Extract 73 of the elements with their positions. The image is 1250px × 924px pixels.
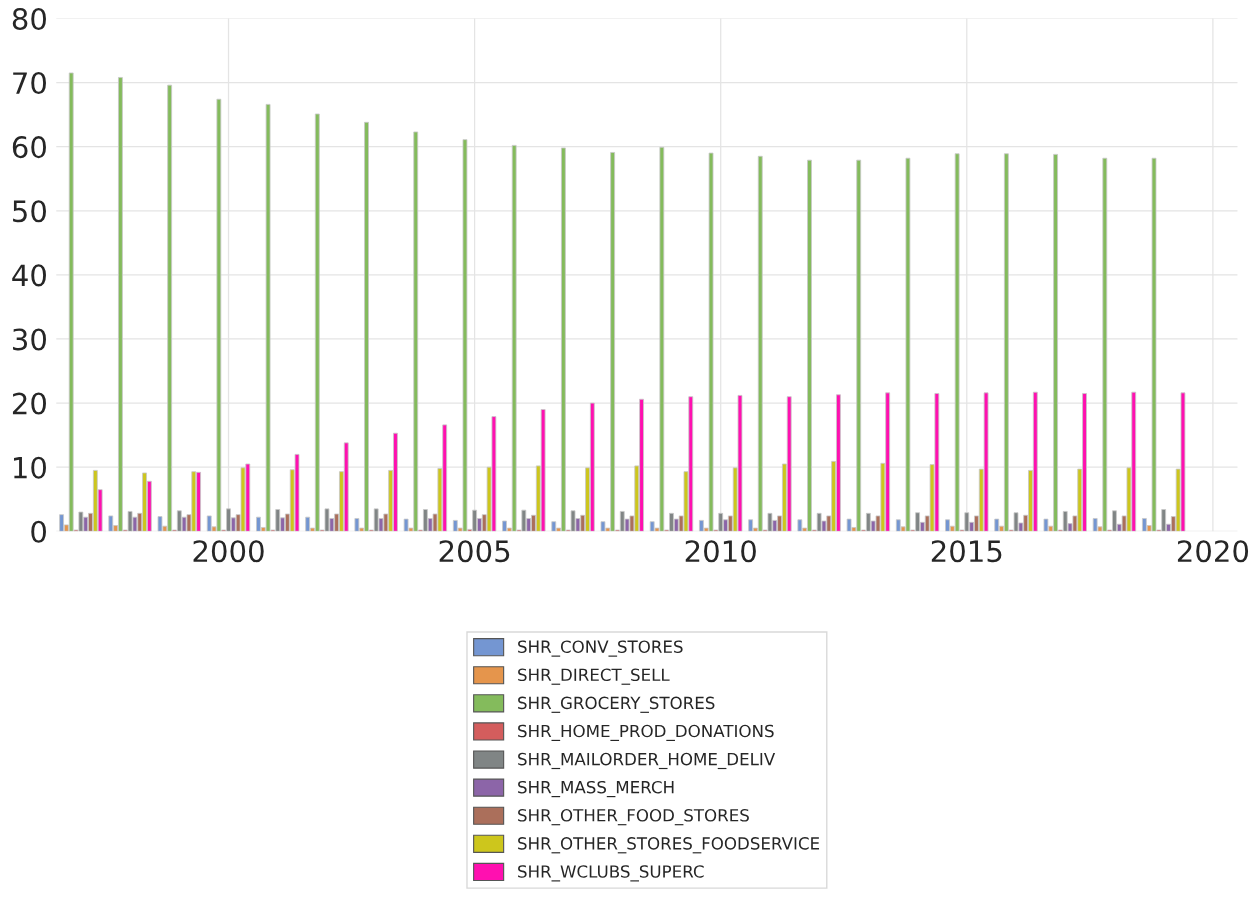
bar xyxy=(511,144,517,532)
bar xyxy=(540,409,546,532)
bar xyxy=(108,515,114,532)
bar xyxy=(570,510,576,532)
bar xyxy=(699,519,704,532)
bar xyxy=(816,512,822,532)
bar xyxy=(895,519,901,532)
y-tick-label: 0 xyxy=(31,520,46,543)
bar xyxy=(708,152,714,532)
bar xyxy=(748,519,754,532)
bar xyxy=(1062,511,1068,532)
bar xyxy=(1032,391,1038,532)
bar xyxy=(1043,518,1049,532)
bar xyxy=(343,442,349,532)
bar xyxy=(403,518,409,532)
y-tick-label: 80 xyxy=(12,7,46,30)
bar xyxy=(786,396,792,532)
y-tick-label: 40 xyxy=(12,264,46,287)
bar xyxy=(240,467,246,532)
y-tick-label: 20 xyxy=(12,392,46,415)
bar xyxy=(649,521,655,532)
bar xyxy=(737,394,743,532)
y-tick-label: 50 xyxy=(13,200,46,223)
bar xyxy=(1141,518,1147,532)
bar xyxy=(373,508,379,532)
y-tick-label: 70 xyxy=(13,72,46,95)
bar xyxy=(314,113,320,532)
legend-label: SHR_HOME_PROD_DONATIONS xyxy=(518,724,774,741)
bar xyxy=(994,518,1000,532)
bar xyxy=(157,516,163,532)
x-tick-label: 2000 xyxy=(193,540,264,563)
legend-label: SHR_OTHER_FOOD_STORES xyxy=(518,808,749,826)
bar xyxy=(1180,392,1186,532)
bar xyxy=(206,515,212,532)
bar xyxy=(452,519,458,532)
bar xyxy=(600,521,606,532)
bar xyxy=(954,153,960,532)
y-tick-label: 30 xyxy=(13,328,46,351)
bar xyxy=(127,511,133,532)
bar xyxy=(1003,153,1009,532)
bar xyxy=(589,402,595,532)
bar xyxy=(462,139,468,532)
x-tick-label: 2020 xyxy=(1177,540,1249,563)
legend-label: SHR_MAILORDER_HOME_DELIV xyxy=(518,752,776,770)
legend-label: SHR_WCLUBS_SUPERC xyxy=(518,865,704,882)
bar xyxy=(265,103,271,532)
legend-label: SHR_DIRECT_SELL xyxy=(518,668,670,685)
bar xyxy=(757,155,763,532)
bar xyxy=(846,518,852,532)
y-tick-label: 60 xyxy=(12,136,46,159)
x-tick-label: 2005 xyxy=(439,540,510,563)
bar xyxy=(1092,518,1098,532)
bar xyxy=(1151,157,1157,532)
bar xyxy=(619,511,625,532)
bar xyxy=(797,519,803,532)
y-tick-label: 10 xyxy=(14,456,46,479)
x-tick-label: 2015 xyxy=(931,540,1002,563)
bar xyxy=(983,392,989,532)
bar xyxy=(256,516,261,532)
bar xyxy=(354,518,360,532)
legend-label: SHR_MASS_MERCH xyxy=(518,780,674,798)
bar xyxy=(1013,512,1019,532)
bar xyxy=(68,72,74,532)
legend-label: SHR_GROCERY_STORES xyxy=(518,696,715,713)
bar xyxy=(294,453,300,532)
x-tick-label: 2010 xyxy=(685,540,756,563)
bar xyxy=(324,508,330,532)
bar xyxy=(305,516,311,532)
legend-label: SHR_OTHER_STORES_FOODSERVICE xyxy=(518,837,820,854)
bar xyxy=(551,521,557,532)
legend-label: SHR_CONV_STORES xyxy=(518,640,683,657)
bar xyxy=(176,510,182,532)
bar xyxy=(865,512,871,532)
